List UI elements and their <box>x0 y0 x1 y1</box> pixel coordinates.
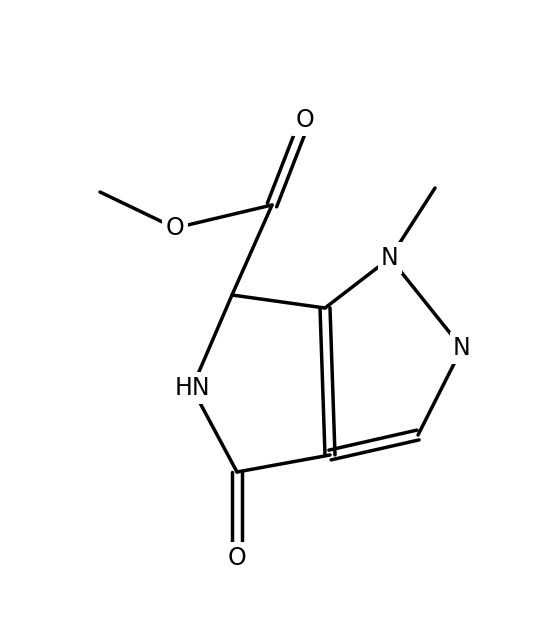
Text: N: N <box>453 336 471 360</box>
Text: O: O <box>165 216 184 240</box>
Text: N: N <box>381 246 399 270</box>
Text: O: O <box>295 108 314 132</box>
Text: HN: HN <box>174 376 210 400</box>
Text: O: O <box>227 546 246 570</box>
